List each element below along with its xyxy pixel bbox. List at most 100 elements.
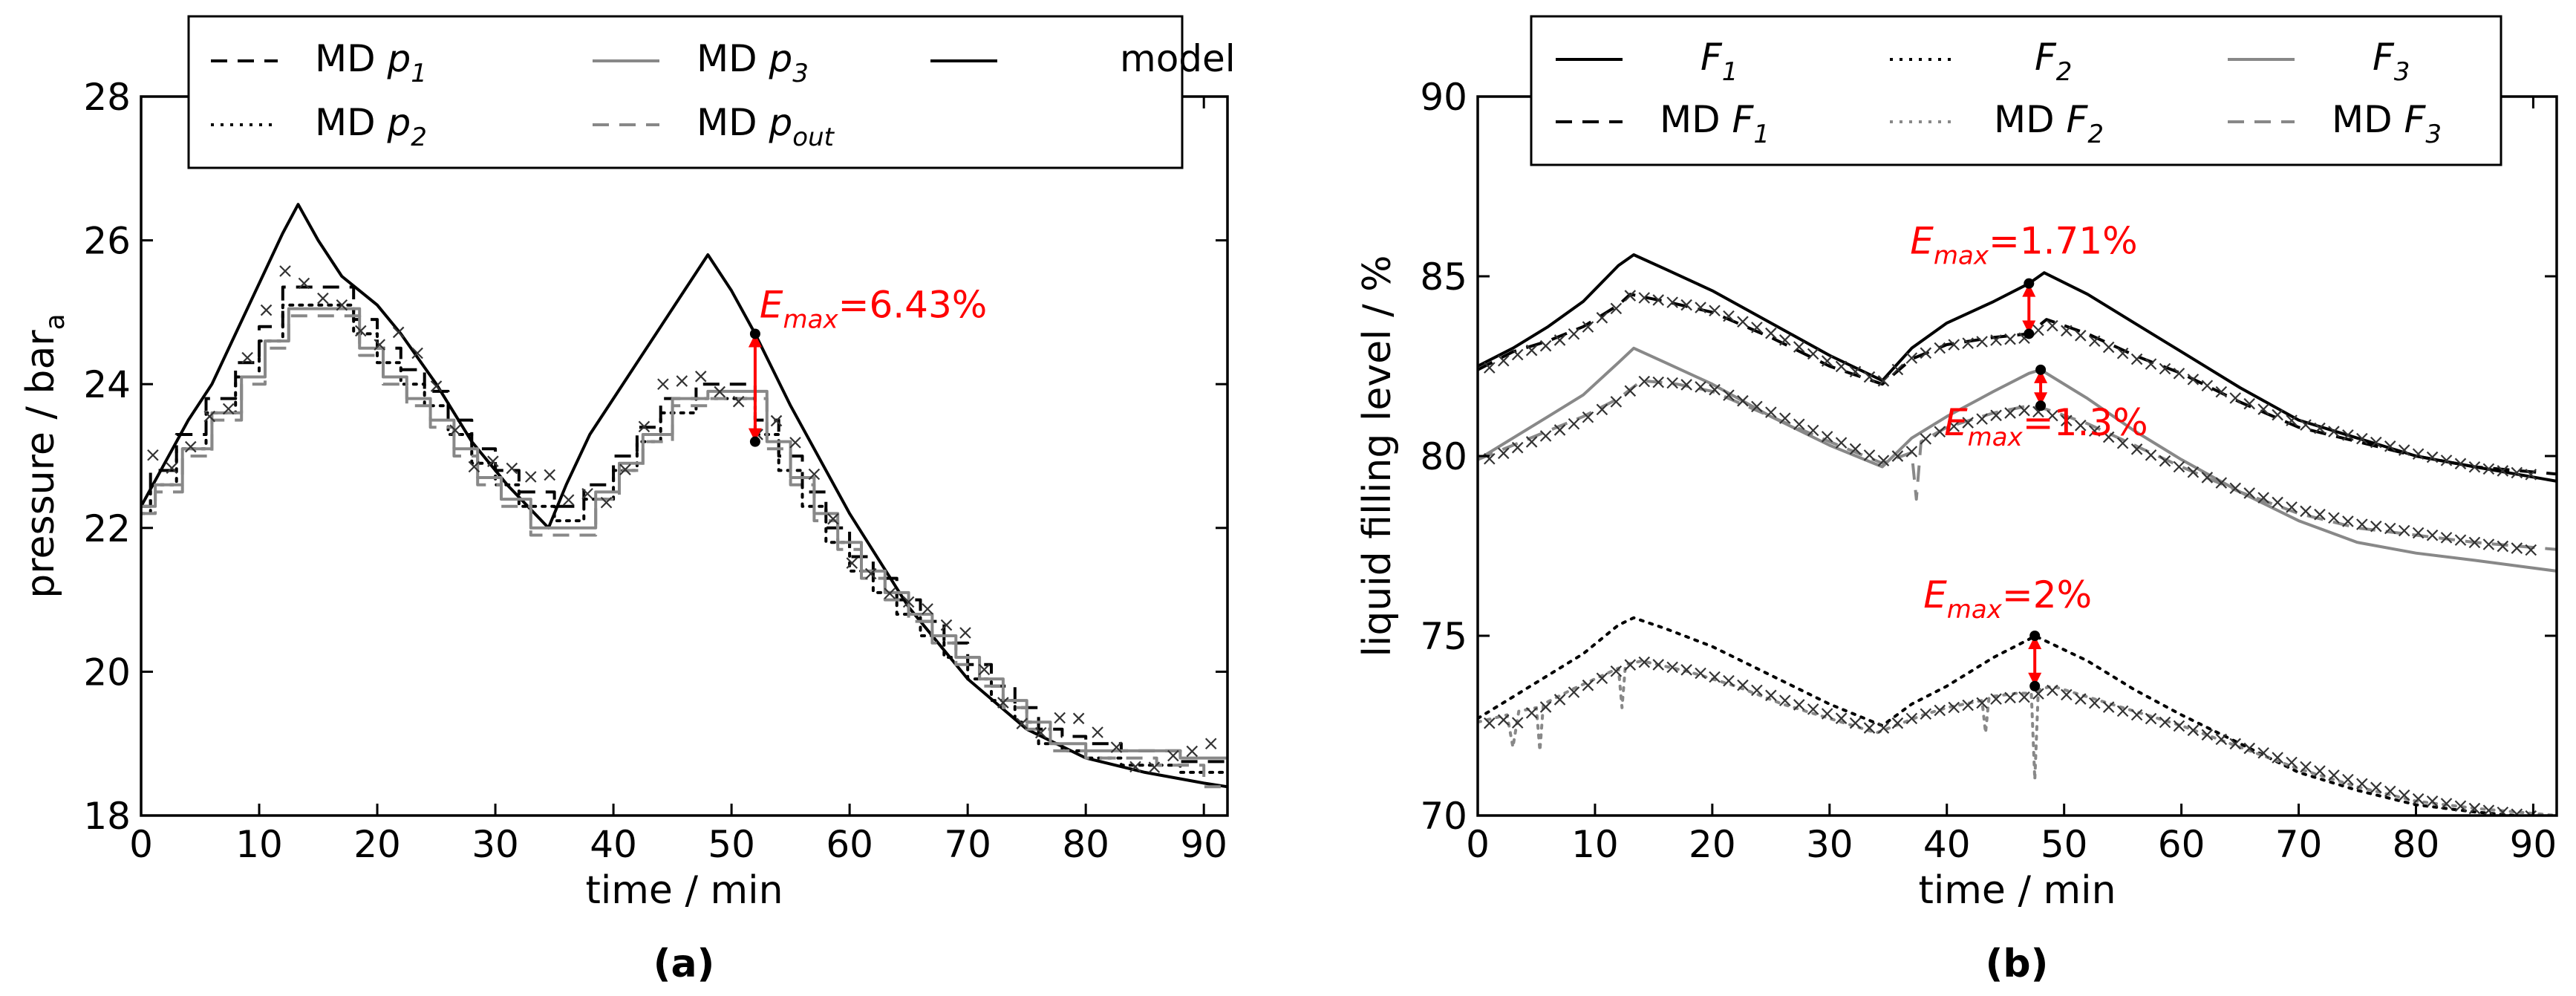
data-marker [336, 299, 348, 311]
data-marker [203, 410, 216, 423]
x-tick-label: 80 [2393, 823, 2440, 866]
data-marker [1497, 447, 1510, 460]
data-marker [2173, 720, 2185, 732]
data-marker [1695, 381, 1706, 393]
data-marker [1695, 667, 1706, 680]
y-tick-label: 75 [1420, 615, 1467, 658]
data-marker [1680, 379, 1692, 391]
data-marker [1948, 701, 1960, 714]
ticks-b: 0 10 20 30 40 50 60 70 80 90 70 75 80 85 90 [1420, 76, 2557, 866]
data-marker [2047, 684, 2058, 697]
data-marker [1511, 348, 1524, 361]
data-marker [2088, 697, 2101, 709]
data-marker [1568, 417, 1580, 430]
data-marker [2482, 463, 2495, 475]
x-tick-label: 10 [1571, 823, 1619, 866]
data-marker [1976, 697, 1988, 709]
annotation-label: Emax=1.3% [1944, 401, 2148, 452]
y-tick-label: 90 [1420, 76, 1467, 119]
y-tick-label: 18 [83, 795, 131, 838]
data-marker [2426, 795, 2439, 807]
legend-label: F1 [1701, 36, 1738, 87]
data-marker [1990, 334, 2002, 346]
data-marker [2047, 409, 2058, 422]
data-marker [1737, 394, 1749, 407]
data-marker [2173, 460, 2185, 473]
data-marker [2229, 392, 2242, 404]
data-marker [222, 403, 235, 415]
x-tick-label: 80 [1062, 823, 1109, 866]
series-line-md-pout [141, 314, 1227, 789]
data-marker [2342, 515, 2354, 527]
data-marker [2159, 362, 2171, 375]
data-marker [430, 380, 443, 392]
data-marker [1638, 292, 1651, 304]
data-marker [2356, 432, 2368, 445]
y-axis-label: liquid filling level / % [1355, 255, 1400, 657]
annotation-b: Emax=1.71% Emax=1.3% Emax=2% [1910, 220, 2148, 691]
legend-box [187, 15, 1184, 169]
series-line-f3 [1478, 346, 2557, 573]
data-marker [2511, 808, 2523, 816]
data-marker [1793, 418, 1805, 431]
data-marker [1877, 455, 1890, 466]
data-marker [2426, 529, 2439, 541]
series-line-f1 [1478, 253, 2557, 483]
ticks-a: 0 10 20 30 40 50 60 70 80 90 18 20 22 24 26 28 [83, 76, 1227, 866]
data-marker [1990, 693, 2002, 705]
data-marker [2257, 403, 2269, 415]
data-marker [1525, 344, 1538, 357]
data-marker [1779, 694, 1791, 706]
legend-label: MD F3 [2332, 98, 2442, 149]
data-marker [808, 468, 821, 481]
y-tick-label: 70 [1420, 795, 1467, 838]
annotation-arrow-head-up [2034, 369, 2048, 383]
data-marker [2525, 810, 2537, 816]
data-marker [1905, 712, 1918, 725]
data-marker [619, 463, 631, 475]
data-marker [902, 596, 915, 608]
data-marker [1582, 679, 1594, 691]
data-marker [2088, 335, 2101, 348]
x-tick-label: 90 [1180, 823, 1227, 866]
data-marker [1807, 424, 1819, 437]
legend-label: MD F1 [1660, 98, 1770, 149]
data-marker [1863, 449, 1876, 461]
series-group-b [1478, 253, 2557, 816]
data-marker [1652, 294, 1664, 306]
series-line-md-f2 [1478, 659, 2557, 816]
data-marker [2018, 691, 2030, 703]
data-marker [2272, 496, 2283, 509]
data-marker [2300, 505, 2312, 518]
data-marker [2173, 368, 2185, 380]
data-marker [1680, 664, 1692, 676]
data-marker [506, 462, 518, 475]
data-marker [581, 487, 593, 500]
panel-b: Emax=1.71% Emax=1.3% Emax=2% 0 10 20 30 40 50 60… [1355, 15, 2558, 986]
data-marker [1638, 656, 1651, 668]
data-marker [694, 371, 707, 383]
data-marker [1129, 761, 1141, 773]
data-marker [524, 471, 537, 483]
data-marker [2130, 353, 2143, 365]
x-tick-label: 0 [1466, 823, 1490, 866]
annotation-point-bottom [2024, 328, 2035, 339]
data-marker [1905, 446, 1918, 458]
series-group-a [141, 203, 1227, 789]
data-marker [940, 619, 953, 631]
annotation-point-top [749, 328, 760, 339]
data-marker [2187, 724, 2200, 737]
data-marker [2215, 733, 2228, 746]
data-marker [1666, 296, 1678, 308]
data-marker [1751, 322, 1763, 333]
data-marker [1709, 305, 1721, 317]
data-marker [1920, 708, 1932, 720]
data-marker [2398, 524, 2410, 537]
data-marker [1962, 337, 1974, 349]
data-marker [922, 603, 933, 615]
x-axis-label: time / min [1918, 868, 2116, 913]
data-marker [2061, 325, 2073, 337]
data-marker [1765, 689, 1777, 702]
data-marker [1976, 413, 1988, 425]
panel-label-a: (a) [653, 942, 715, 986]
